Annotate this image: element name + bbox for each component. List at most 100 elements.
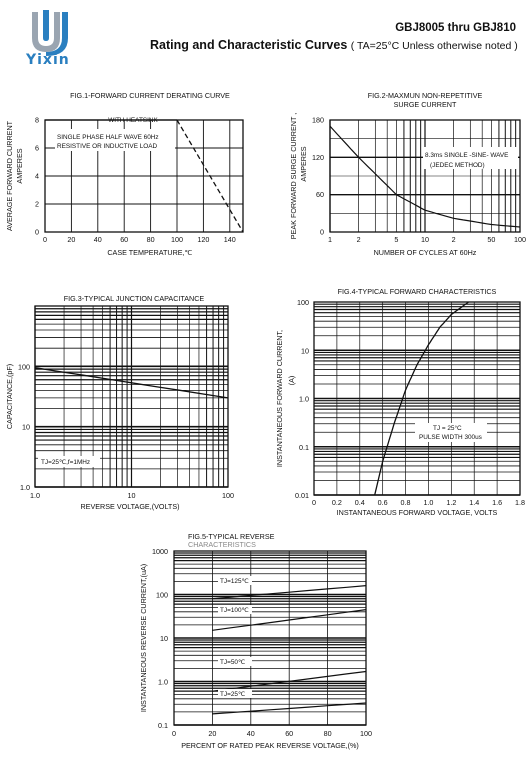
fig4-annotation: TJ = 25°C: [433, 424, 462, 432]
fig3-annotation-bg: [38, 456, 100, 467]
fig1-title: FIG.1-FORWARD CURRENT DERATING CURVE: [70, 91, 230, 100]
fig5-x-tick: 40: [247, 729, 255, 738]
fig5-x-tick: 0: [172, 729, 176, 738]
fig4-y-label: (A): [287, 376, 296, 386]
fig1-x-tick: 120: [197, 235, 209, 244]
fig2-x-label: NUMBER OF CYCLES AT 60Hz: [374, 248, 477, 257]
fig5-series-label-bg: [218, 657, 252, 666]
fig3-y-tick: 1.0: [20, 483, 30, 492]
fig5-series-line: [212, 670, 367, 692]
fig3-x-tick: 1.0: [30, 491, 40, 500]
fig3-plot-frame: [34, 305, 229, 488]
fig2-title: SURGE CURRENT: [394, 100, 457, 109]
fig1-x-tick: 40: [94, 235, 102, 244]
page-title: Rating and Characteristic Curves ( TA=25…: [150, 38, 518, 52]
fig5-series-label: TJ=100℃: [220, 607, 249, 614]
fig5-y-tick: 10: [160, 634, 168, 643]
fig5-series-line: [212, 609, 367, 631]
fig1-y-tick: 8: [35, 116, 39, 125]
fig4-annotation-bg: [415, 423, 487, 442]
fig4-title: FIG.4-TYPICAL FORWARD CHARACTERISTICS: [338, 287, 497, 296]
fig2-y-label: AMPERES: [299, 146, 308, 181]
fig2-x-tick: 2: [452, 235, 456, 244]
fig5-x-label: PERCENT OF RATED PEAK REVERSE VOLTAGE,(%…: [181, 741, 359, 750]
fig5-y-tick: 1.0: [158, 678, 168, 687]
fig2-x-tick: 2: [357, 235, 361, 244]
fig4-x-tick: 0.8: [401, 498, 411, 507]
fig2-y-tick: 0: [320, 228, 324, 237]
fig4-y-tick: 100: [297, 298, 309, 307]
fig3-y-tick: 100: [18, 362, 30, 371]
fig5-y-tick: 100: [156, 591, 168, 600]
fig4-x-tick: 0.4: [355, 498, 365, 507]
fig4-x-tick: 0.2: [332, 498, 342, 507]
fig5-series-line: [212, 702, 367, 715]
fig1-y-tick: 2: [35, 200, 39, 209]
fig5-title: FIG.5-TYPICAL REVERSE: [188, 532, 275, 541]
fig1-y-tick: 6: [35, 144, 39, 153]
fig1-annotation: SINGLE PHASE HALF WAVE 60Hz: [57, 134, 159, 141]
fig5-y-tick: 0.1: [158, 721, 168, 730]
fig2-series-line: [329, 125, 521, 228]
fig5-plot-frame: [173, 550, 367, 726]
fig5-title: CHARACTERISTICS: [188, 540, 256, 549]
fig3-x-tick: 100: [222, 491, 234, 500]
fig4-x-label: INSTANTANEOUS FORWARD VOLTAGE, VOLTS: [337, 508, 498, 517]
fig4-y-label: INSTANTANEOUS FORWARD CURRENT,: [275, 330, 284, 467]
fig5-series-label: TJ=50℃: [220, 659, 245, 666]
fig5-x-tick: 60: [285, 729, 293, 738]
fig4-x-tick: 0: [312, 498, 316, 507]
fig4-x-tick: 1.2: [446, 498, 456, 507]
yixin-logo: [10, 8, 110, 72]
fig5-series-line: [212, 585, 367, 600]
fig1-x-tick: 100: [171, 235, 183, 244]
fig4-x-tick: 1.4: [469, 498, 479, 507]
fig5-series-label-bg: [218, 605, 252, 614]
fig1-annotation: WITH HEATSINK: [108, 117, 158, 124]
fig1-y-label: AVERAGE FORWARD CURRENT: [5, 120, 14, 231]
fig2-x-tick: 5: [394, 235, 398, 244]
fig2-title: FIG.2-MAXMUN NON-REPETITIVE: [368, 91, 483, 100]
fig1-annotation-bg: [55, 129, 175, 151]
fig3-title: FIG.3-TYPICAL JUNCTION CAPACITANCE: [64, 294, 205, 303]
fig1-x-tick: 20: [67, 235, 75, 244]
fig5-series-label: TJ=25℃: [220, 691, 245, 698]
fig1-series-line: [176, 119, 244, 233]
fig4-annotation: PULSE WIDTH 300us: [419, 434, 482, 441]
title-condition: ( TA=25°C Unless otherwise noted ): [350, 40, 518, 52]
fig5-y-tick: 1000: [152, 547, 168, 556]
fig4-x-tick: 1.6: [492, 498, 502, 507]
part-range: GBJ8005 thru GBJ810: [395, 22, 516, 34]
fig1-x-tick: 140: [224, 235, 236, 244]
fig1-x-tick: 60: [120, 235, 128, 244]
fig4-x-tick: 1.0: [423, 498, 433, 507]
fig3-y-label: CAPACITANCE,(pF): [5, 364, 14, 429]
fig4-x-tick: 0.6: [378, 498, 388, 507]
fig2-annotation-bg: [423, 147, 518, 169]
fig2-x-tick: 1: [328, 235, 332, 244]
fig1-annotation: RESISTIVE OR INDUCTIVE LOAD: [57, 143, 158, 150]
title-text: Rating and Characteristic Curves: [150, 38, 348, 52]
fig3-series-line: [34, 367, 229, 399]
fig5-y-label: INSTANTANEOUS REVERSE CURRENT,(uA): [139, 564, 148, 712]
fig2-x-tick: 10: [421, 235, 429, 244]
fig1-y-label: AMPERES: [15, 148, 24, 183]
fig5-x-tick: 100: [360, 729, 372, 738]
fig1-x-tick: 0: [43, 235, 47, 244]
fig2-y-tick: 120: [312, 153, 324, 162]
fig2-y-tick: 180: [312, 116, 324, 125]
fig4-y-tick: 10: [301, 346, 309, 355]
fig3-annotation: TJ=25℃,f=1MHz: [41, 459, 90, 466]
fig1-y-tick: 0: [35, 228, 39, 237]
fig4-series-line: [374, 301, 469, 496]
fig2-plot-frame: [329, 119, 521, 233]
fig5-x-tick: 20: [208, 729, 216, 738]
fig5-series-label-bg: [218, 576, 252, 585]
fig4-y-tick: 1.0: [299, 395, 309, 404]
fig3-x-tick: 10: [128, 491, 136, 500]
fig4-x-tick: 1.8: [515, 498, 525, 507]
fig3-y-tick: 10: [22, 423, 30, 432]
fig4-plot-frame: [313, 301, 521, 496]
fig2-y-label: PEAK FORWARD SURGE CURRENT ,: [289, 113, 298, 239]
